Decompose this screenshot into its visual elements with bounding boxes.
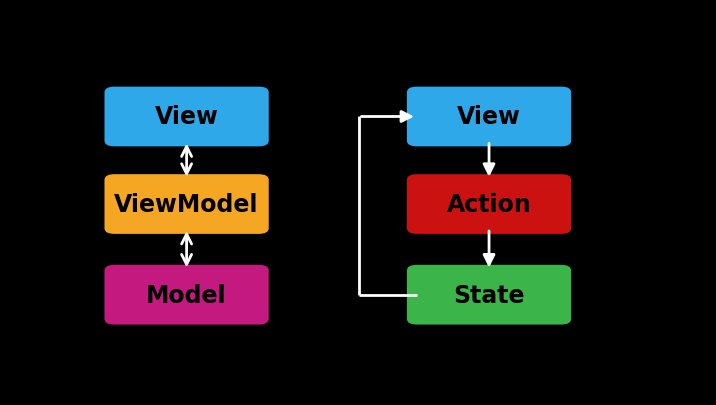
FancyBboxPatch shape — [105, 87, 268, 147]
Text: State: State — [453, 283, 525, 307]
FancyBboxPatch shape — [407, 87, 571, 147]
Text: Model: Model — [146, 283, 227, 307]
FancyBboxPatch shape — [407, 175, 571, 234]
FancyBboxPatch shape — [105, 175, 268, 234]
FancyBboxPatch shape — [407, 265, 571, 325]
FancyBboxPatch shape — [105, 265, 268, 325]
Text: View: View — [155, 105, 218, 129]
Text: ViewModel: ViewModel — [115, 192, 259, 217]
Text: View: View — [457, 105, 521, 129]
Text: Action: Action — [447, 192, 531, 217]
